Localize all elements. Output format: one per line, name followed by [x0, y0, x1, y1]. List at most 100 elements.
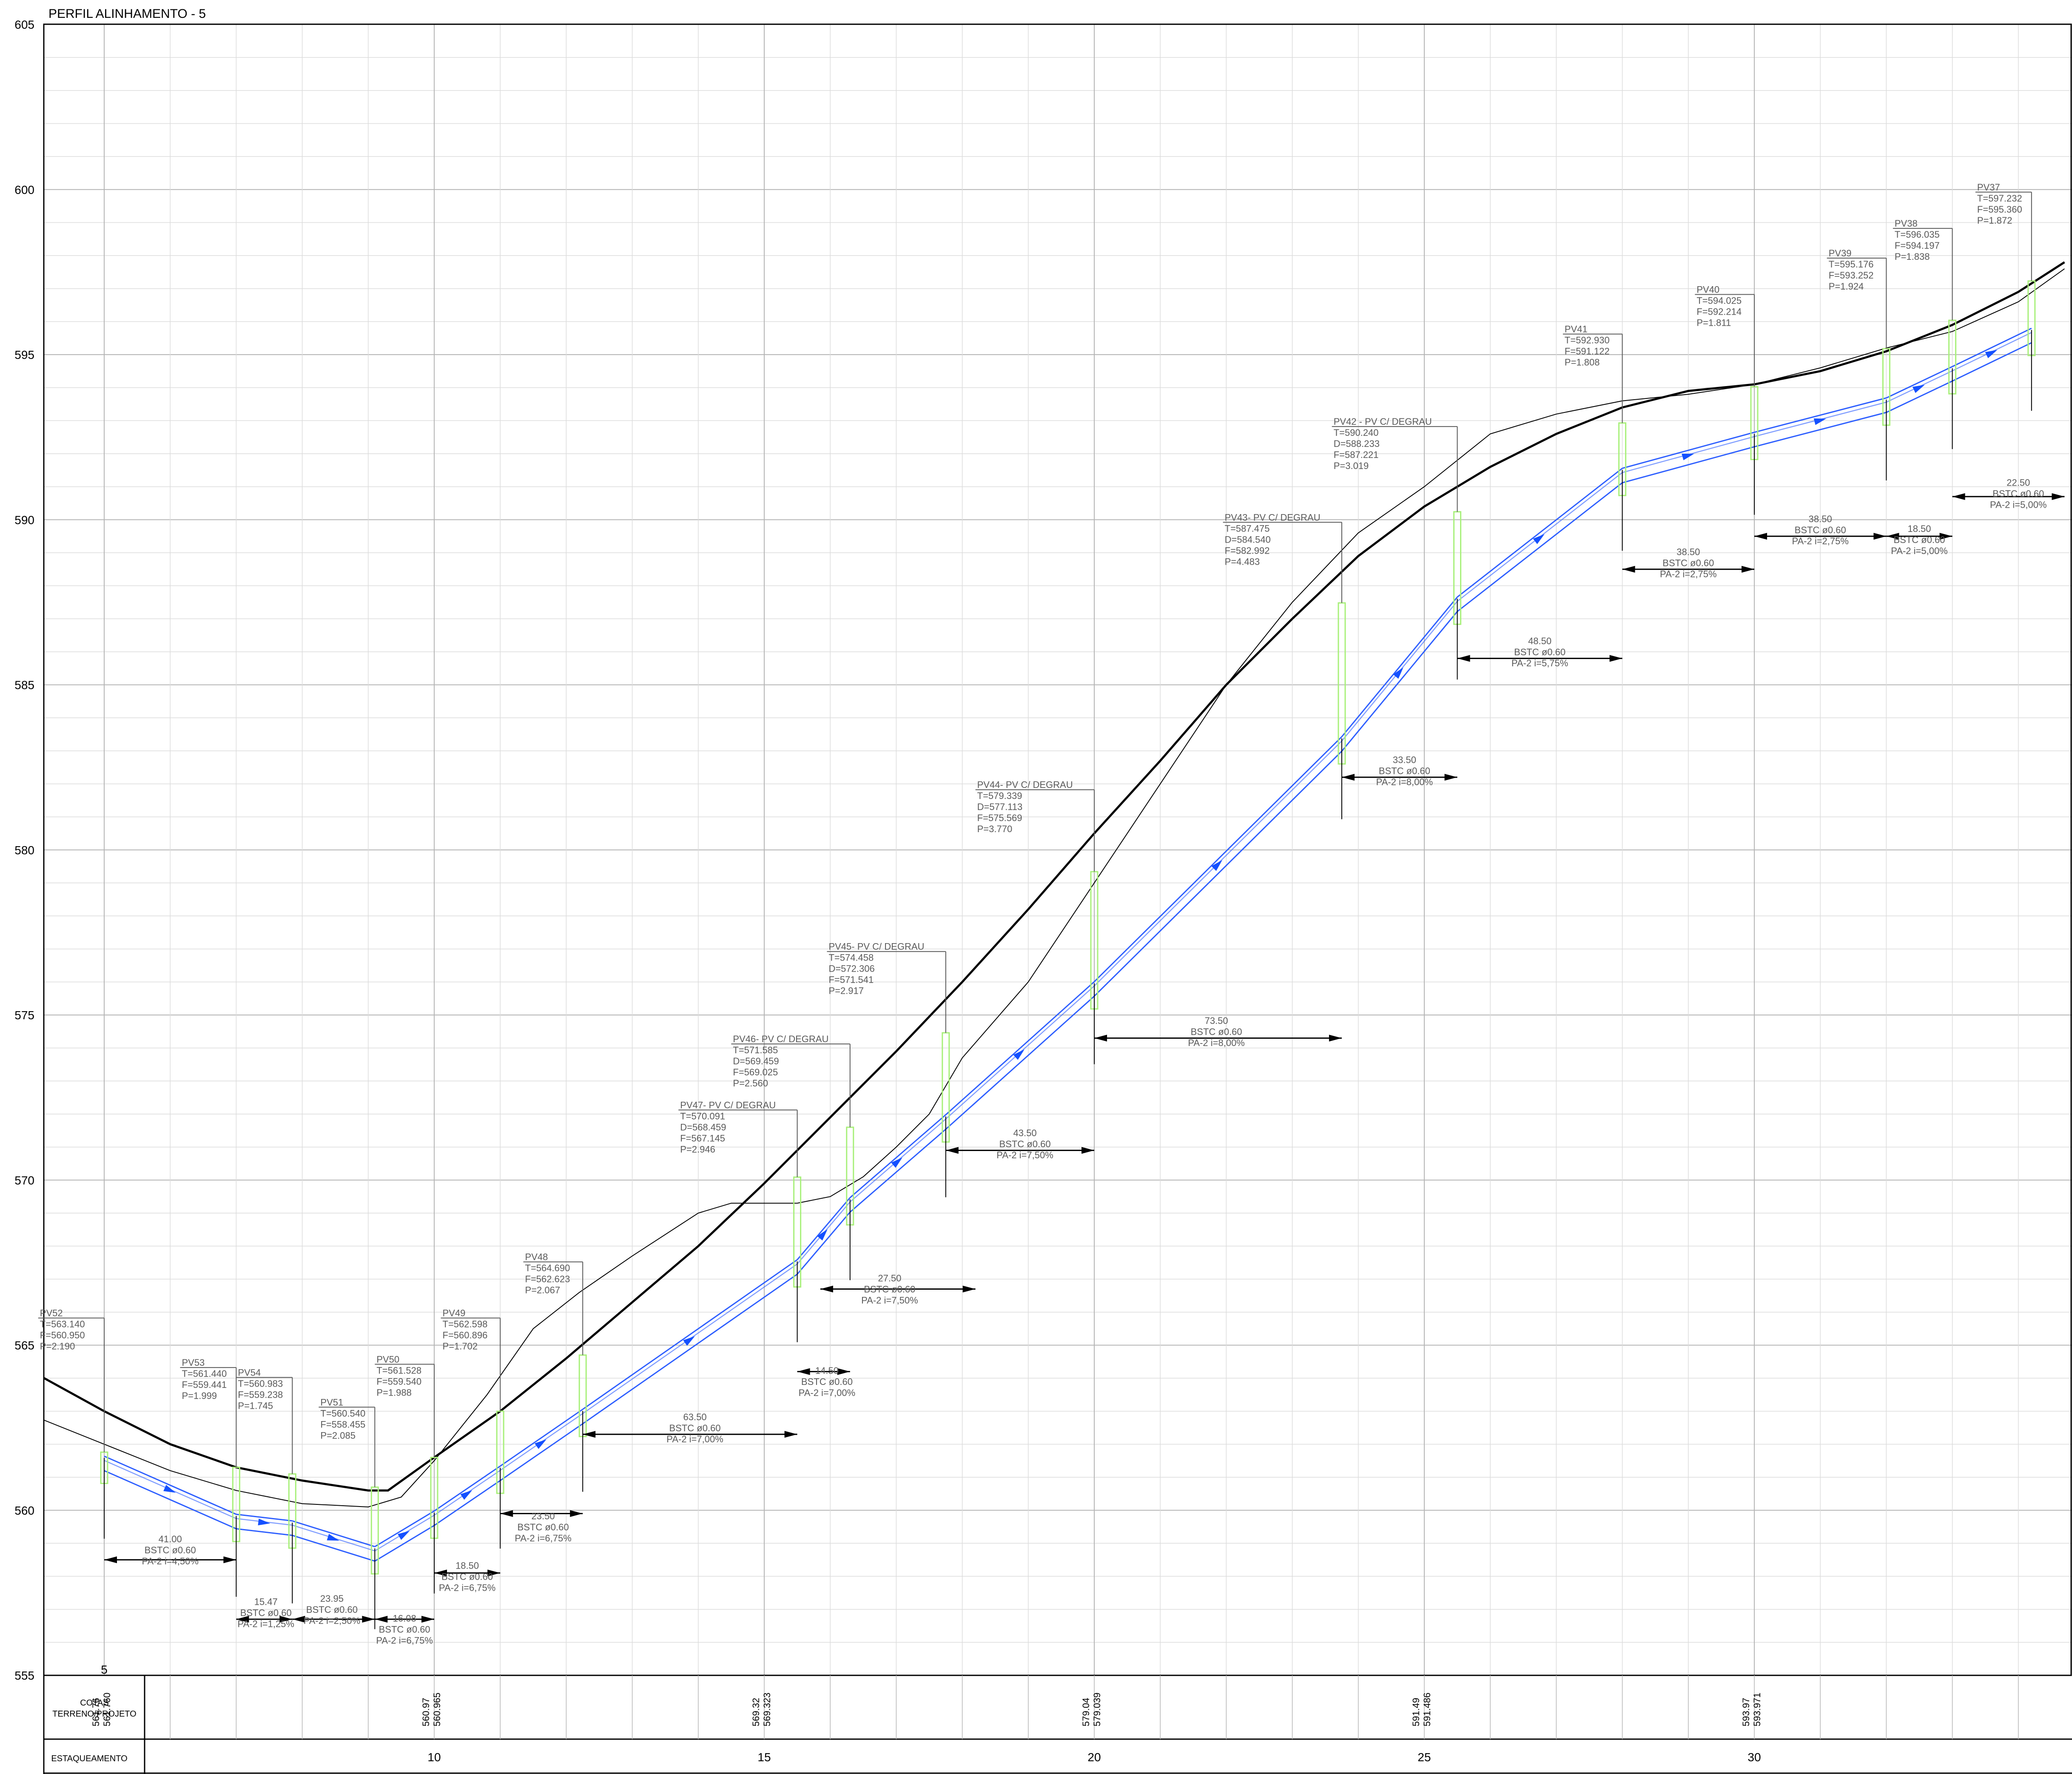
- manhole-label-name: PV47- PV C/ DEGRAU: [680, 1100, 776, 1110]
- segment-spec-label: BSTC ø0.60: [1992, 488, 2044, 499]
- flow-arrow: [460, 1490, 472, 1500]
- segment-spec-label: BSTC ø0.60: [379, 1624, 430, 1635]
- pipe-line: [500, 1423, 583, 1481]
- station-label: 5: [101, 1663, 108, 1676]
- segment-arrow-end: [223, 1556, 236, 1564]
- segment-arrow-end: [421, 1615, 434, 1623]
- segment-length-label: 18.50: [1907, 523, 1931, 534]
- y-tick-label: 605: [14, 18, 34, 31]
- pipe-line: [500, 1409, 583, 1467]
- manhole-label-name: PV52: [40, 1308, 63, 1319]
- segment-arrow-start: [500, 1510, 513, 1517]
- pipe-line: [1886, 380, 1953, 413]
- manhole-label-value: P=2.067: [525, 1285, 561, 1296]
- manhole-label-value: D=577.113: [977, 802, 1023, 812]
- segment-spec-label: BSTC ø0.60: [240, 1608, 292, 1618]
- segment-spec-label: PA-2 i=4,50%: [142, 1556, 199, 1566]
- y-tick-label: 595: [14, 348, 34, 361]
- manhole-label-name: PV42 - PV C/ DEGRAU: [1334, 416, 1432, 427]
- pipe-line: [1754, 412, 1887, 448]
- table-row1-title-line2: TERRENO/PROJETO: [52, 1709, 136, 1719]
- pipe-line: [1457, 482, 1623, 612]
- pipe-line: [1093, 736, 1343, 982]
- segment-spec-label: PA-2 i=2,50%: [304, 1615, 361, 1626]
- station-label: 25: [1417, 1751, 1431, 1764]
- manhole-label-value: T=574.458: [828, 952, 874, 963]
- segment-arrow-start: [104, 1556, 117, 1564]
- manhole-label-value: F=587.221: [1334, 449, 1379, 460]
- station-label: 10: [427, 1751, 441, 1764]
- manhole-label-value: D=568.459: [680, 1122, 726, 1132]
- manhole-label-value: F=594.197: [1895, 240, 1940, 251]
- manhole-label-value: T=596.035: [1895, 229, 1940, 240]
- pipe-line: [1952, 342, 2032, 382]
- manhole-label-name: PV53: [182, 1357, 205, 1368]
- flow-arrow: [1912, 384, 1925, 393]
- segment-arrow-start: [1457, 655, 1470, 662]
- station-label: 30: [1748, 1751, 1761, 1764]
- manhole-label-name: PV38: [1895, 218, 1918, 229]
- segment-spec-label: PA-2 i=7,00%: [799, 1387, 856, 1398]
- manhole-label-value: F=591.122: [1565, 346, 1610, 357]
- segment-spec-label: BSTC ø0.60: [1662, 557, 1714, 568]
- y-tick-label: 600: [14, 183, 34, 196]
- segment-spec-label: BSTC ø0.60: [518, 1522, 569, 1532]
- y-tick-label: 585: [14, 679, 34, 692]
- flow-arrow: [891, 1157, 902, 1168]
- segment-length-label: 23.95: [320, 1593, 344, 1604]
- manhole-label-value: P=1.872: [1977, 215, 2012, 226]
- table-row2-title: ESTAQUEAMENTO: [51, 1754, 127, 1763]
- manhole-label-value: F=593.252: [1829, 270, 1874, 281]
- cota-terreno: 560.97: [421, 1698, 431, 1726]
- pipe-line: [945, 981, 1095, 1115]
- station-label: 15: [757, 1751, 771, 1764]
- segment-arrow-end: [1939, 533, 1952, 540]
- pipe-lines: [104, 327, 2032, 1562]
- segment-arrow-end: [487, 1569, 501, 1577]
- cota-terreno: 591.49: [1411, 1698, 1421, 1726]
- ground-line-terrain: [44, 261, 2065, 1492]
- segment-spec-label: PA-2 i=8,00%: [1188, 1038, 1245, 1048]
- segment-length-label: 41.00: [159, 1534, 182, 1544]
- pipe-line: [236, 1528, 293, 1536]
- pipe-line: [797, 1197, 851, 1260]
- flow-arrow: [1813, 418, 1826, 425]
- segment-arrow-start: [292, 1615, 305, 1623]
- segment-length-label: 23.50: [532, 1511, 555, 1521]
- manhole-label-value: P=3.770: [977, 824, 1013, 834]
- manhole-label-value: D=569.459: [733, 1056, 779, 1066]
- segment-spec-label: PA-2 i=6,75%: [439, 1582, 496, 1593]
- manhole-label-value: T=597.232: [1977, 193, 2022, 204]
- cota-terreno: 593.97: [1741, 1698, 1751, 1726]
- pipe-line: [434, 1465, 501, 1512]
- cota-projeto: 579.039: [1092, 1692, 1102, 1726]
- manhole-label-value: D=588.233: [1334, 438, 1380, 449]
- flow-arrow: [1393, 667, 1403, 679]
- segment-spec-label: PA-2 i=6,75%: [376, 1635, 433, 1646]
- pipe-line: [1093, 751, 1343, 997]
- manhole-label-value: P=1.988: [376, 1387, 412, 1398]
- manhole-label-value: F=571.541: [828, 975, 874, 985]
- pipe-line: [1341, 597, 1458, 737]
- manhole-label-value: F=558.455: [320, 1419, 365, 1430]
- manhole-label-name: PV51: [320, 1397, 343, 1407]
- profile-table: COTAS TERRENO/PROJETO ESTAQUEAMENTO 561.…: [43, 1663, 2072, 1774]
- segment-length-label: 22.50: [2007, 477, 2030, 488]
- segment-length-label: 18.50: [455, 1560, 479, 1571]
- manhole-label-value: D=584.540: [1225, 534, 1271, 545]
- manhole-label-value: T=570.091: [680, 1111, 725, 1121]
- manhole-label-value: F=559.540: [376, 1376, 421, 1387]
- manhole-label-value: T=562.598: [443, 1319, 488, 1330]
- flow-arrow: [398, 1531, 410, 1540]
- flow-arrow: [817, 1229, 828, 1241]
- pipe-line: [1622, 446, 1755, 483]
- manhole-label-name: PV49: [443, 1308, 466, 1319]
- manhole-label-value: P=1.838: [1895, 251, 1930, 262]
- pipe-line: [1886, 366, 1953, 399]
- segment-spec-label: PA-2 i=1,25%: [237, 1619, 294, 1629]
- y-tick-label: 570: [14, 1174, 34, 1187]
- manhole-label-value: T=587.475: [1225, 523, 1270, 534]
- cota-terreno: 561.76: [91, 1698, 101, 1726]
- pipe-line: [104, 1456, 237, 1515]
